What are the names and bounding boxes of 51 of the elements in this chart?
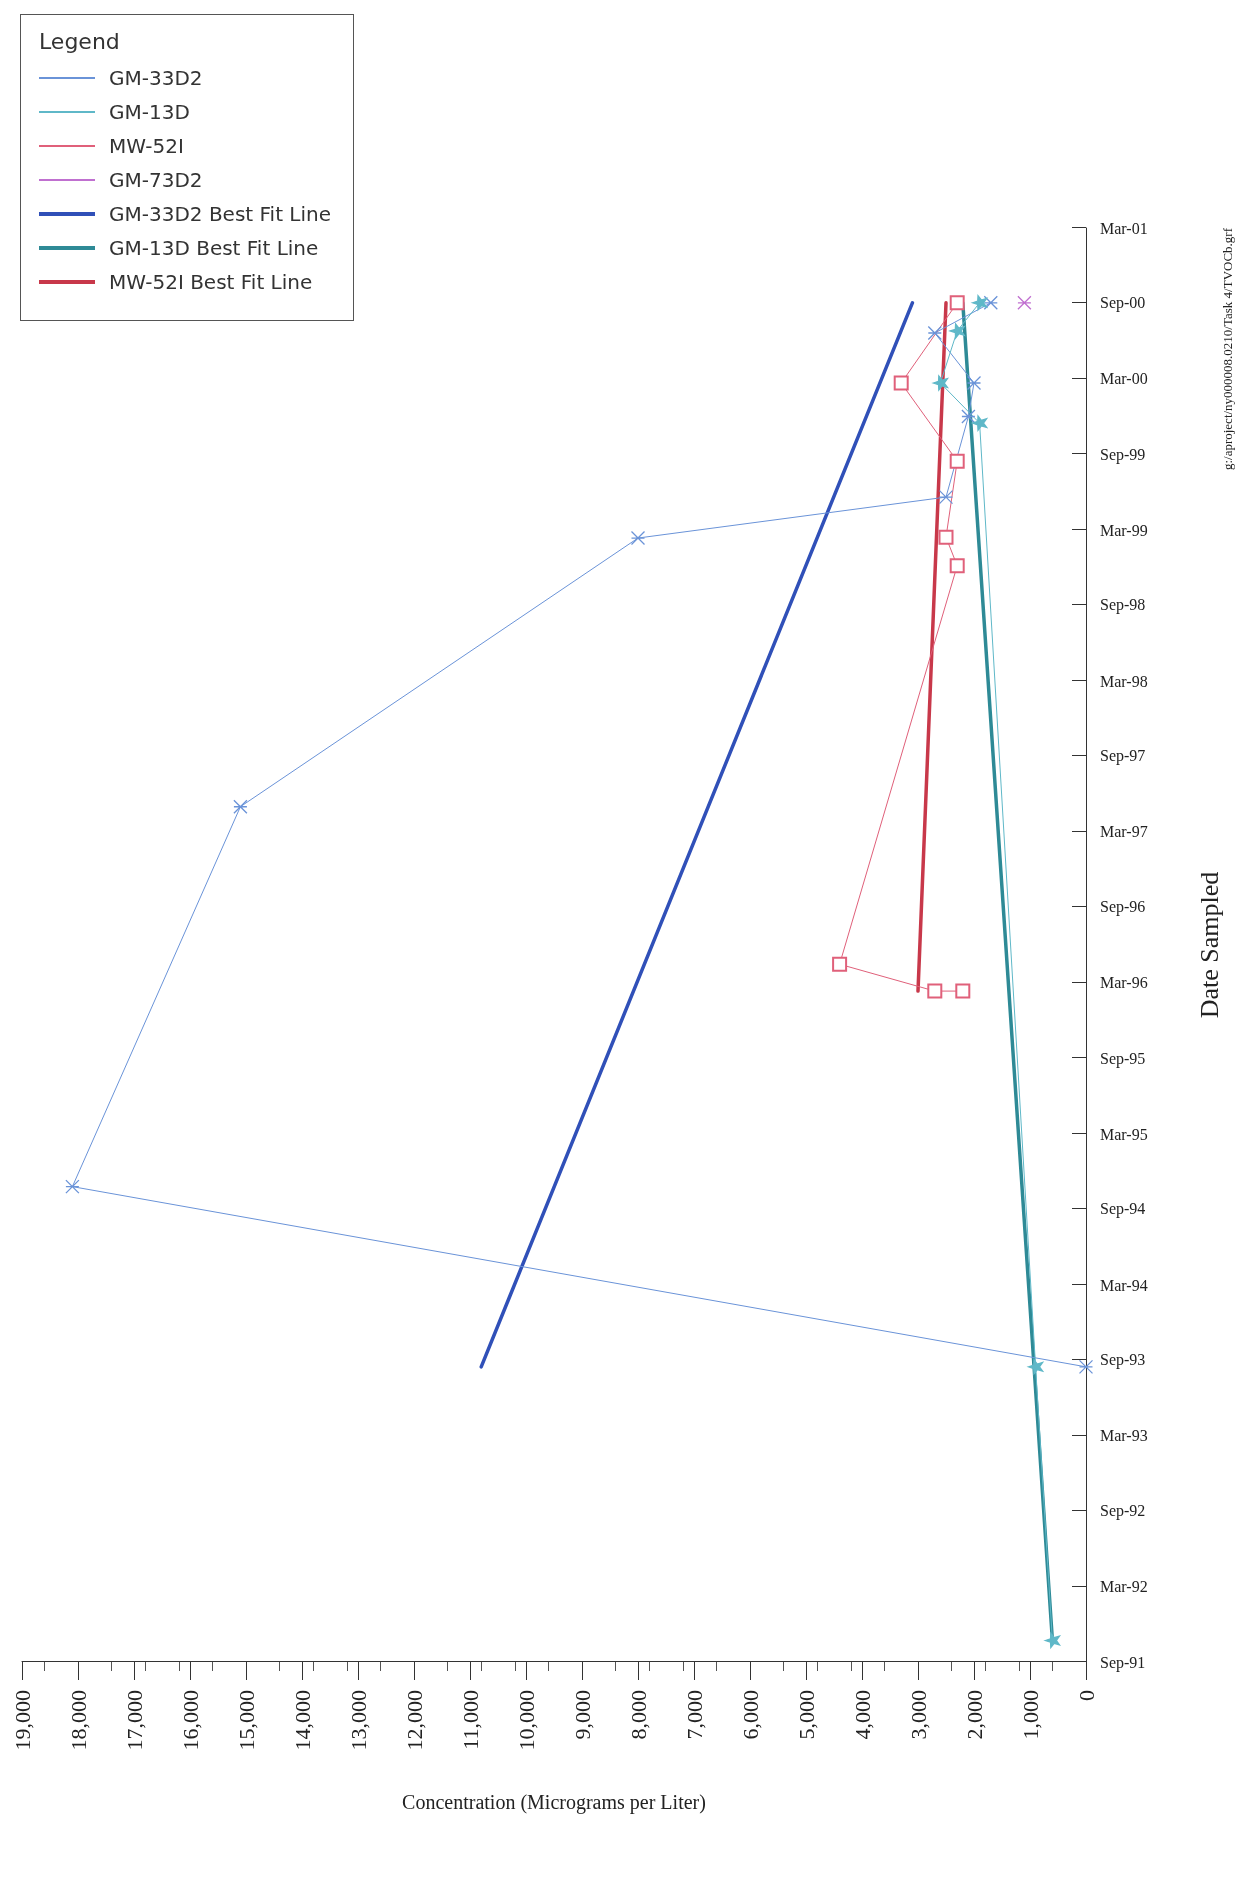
y-tick-label: Mar-95 bbox=[1100, 1125, 1148, 1143]
x-tick-label: 12,000 bbox=[401, 1690, 427, 1751]
x-tick-label: 16,000 bbox=[177, 1690, 203, 1751]
y-tick-label: Sep-00 bbox=[1100, 294, 1146, 313]
x-tick-label: 5,000 bbox=[793, 1690, 819, 1740]
x-tick-label: 15,000 bbox=[233, 1690, 259, 1751]
y-tick-label: Mar-93 bbox=[1100, 1427, 1148, 1445]
y-tick-label: Mar-97 bbox=[1100, 823, 1148, 841]
y-tick-label: Sep-93 bbox=[1100, 1351, 1146, 1370]
y-tick-label: Sep-96 bbox=[1100, 898, 1146, 917]
x-tick-label: 13,000 bbox=[345, 1690, 371, 1751]
y-axis-title: Date Sampled bbox=[1194, 871, 1224, 1019]
y-tick-label: Mar-98 bbox=[1100, 672, 1148, 690]
legend-label: MW-52I Best Fit Line bbox=[109, 270, 313, 294]
text: g:/aproject/ny000008.0210/Task 4/TVOCb.grf bbox=[1220, 227, 1235, 471]
x-tick-label: 4,000 bbox=[849, 1690, 875, 1740]
x-tick-label: 6,000 bbox=[737, 1690, 763, 1740]
x-tick-label: 2,000 bbox=[961, 1690, 987, 1740]
y-tick-label: Mar-92 bbox=[1100, 1578, 1148, 1596]
x-tick-label: 0 bbox=[1073, 1690, 1099, 1701]
x-tick-label: 18,000 bbox=[65, 1690, 91, 1751]
y-tick-label: Sep-99 bbox=[1100, 445, 1146, 464]
x-tick-label: 1,000 bbox=[1017, 1690, 1043, 1740]
x-tick-label: 10,000 bbox=[513, 1690, 539, 1751]
x-axis-title: Concentration (Micrograms per Liter) bbox=[402, 1791, 706, 1814]
x-tick-label: 17,000 bbox=[121, 1690, 147, 1751]
x-tick-label: 8,000 bbox=[625, 1690, 651, 1740]
legend-label: MW-52I bbox=[109, 134, 184, 158]
x-tick-label: 19,000 bbox=[9, 1690, 35, 1751]
legend-label: GM-13D bbox=[109, 100, 190, 124]
y-tick-label: Mar-99 bbox=[1100, 521, 1148, 539]
legend-label: GM-73D2 bbox=[109, 168, 203, 192]
x-tick-label: 9,000 bbox=[569, 1690, 595, 1740]
x-tick-label: 3,000 bbox=[905, 1690, 931, 1740]
x-tick-label: 7,000 bbox=[681, 1690, 707, 1740]
y-tick-label: Sep-95 bbox=[1100, 1049, 1146, 1068]
y-tick-label: Mar-00 bbox=[1100, 370, 1148, 388]
y-tick-label: Sep-94 bbox=[1100, 1200, 1146, 1219]
y-tick-label: Sep-92 bbox=[1100, 1502, 1146, 1521]
y-tick-label: Mar-01 bbox=[1100, 219, 1148, 237]
legend-label: GM-33D2 Best Fit Line bbox=[109, 202, 332, 226]
y-tick-label: Sep-98 bbox=[1100, 596, 1146, 615]
legend-label: GM-33D2 bbox=[109, 66, 203, 90]
y-tick-label: Sep-91 bbox=[1100, 1653, 1146, 1672]
y-tick-label: Mar-96 bbox=[1100, 974, 1148, 992]
x-tick-label: 11,000 bbox=[457, 1690, 483, 1750]
x-tick-label: 14,000 bbox=[289, 1690, 315, 1751]
legend-title: Legend bbox=[39, 29, 121, 54]
y-tick-label: Mar-94 bbox=[1100, 1276, 1148, 1294]
legend-label: GM-13D Best Fit Line bbox=[109, 236, 319, 260]
y-tick-label: Sep-97 bbox=[1100, 747, 1146, 766]
